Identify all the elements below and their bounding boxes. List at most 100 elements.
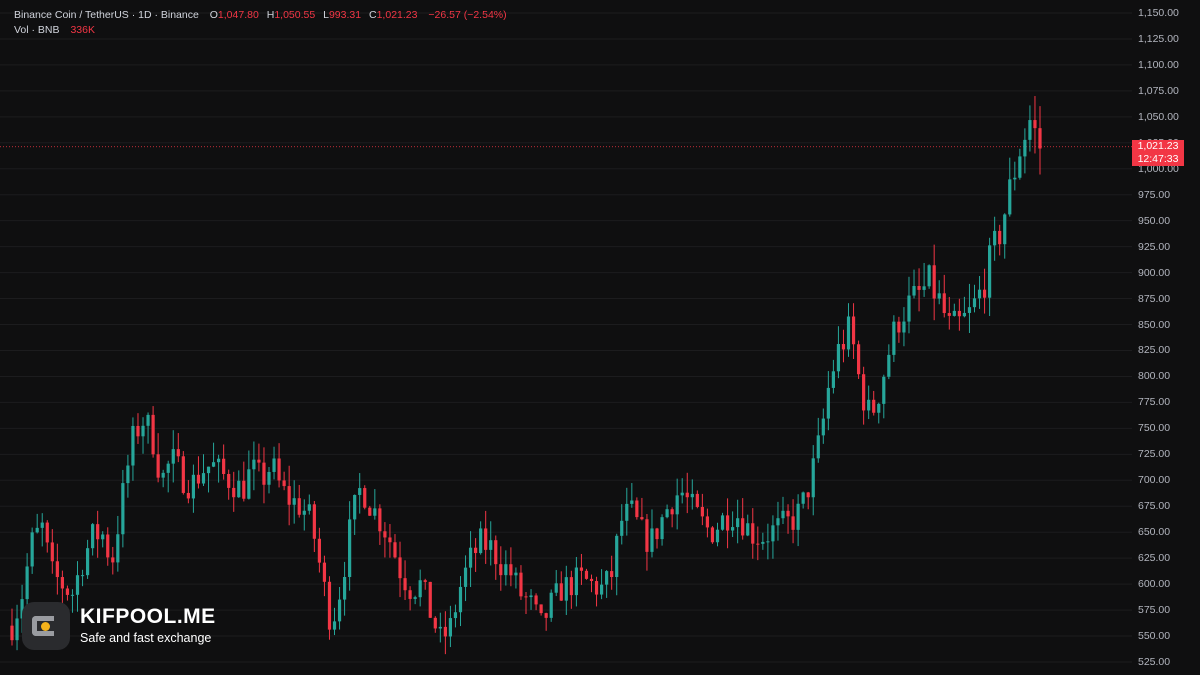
candle-down <box>635 500 639 518</box>
candle-up <box>458 586 463 613</box>
candle-up <box>952 310 956 316</box>
candle-up <box>438 626 442 629</box>
candle-up <box>272 458 276 472</box>
candlestick-chart[interactable] <box>0 0 1132 675</box>
price-tick-label: 575.00 <box>1138 604 1171 617</box>
candle-up <box>514 572 518 576</box>
candle-up <box>1008 179 1012 215</box>
candle-down <box>584 570 589 579</box>
candle-up <box>776 518 780 526</box>
candle-down <box>957 310 961 317</box>
candle-down <box>741 518 745 536</box>
candle-up <box>675 495 679 515</box>
candle-down <box>579 567 584 571</box>
candle-up <box>781 510 785 519</box>
candle-down <box>50 542 54 562</box>
candle-up <box>796 503 800 530</box>
candle-up <box>887 354 891 377</box>
candle-down <box>897 321 901 333</box>
candle-countdown-badge: 12:47:33 <box>1132 152 1184 166</box>
candle-down <box>443 626 447 637</box>
candle-up <box>731 527 735 531</box>
candle-down <box>297 498 301 515</box>
candle-up <box>877 403 881 413</box>
candle-up <box>549 592 553 618</box>
candle-up <box>605 571 609 585</box>
candle-down <box>539 604 543 614</box>
ohlc-row: Binance Coin / TetherUS · 1D · Binance O… <box>14 8 507 23</box>
candle-up <box>358 488 362 495</box>
candle-up <box>680 492 684 496</box>
candle-up <box>993 230 997 246</box>
candle-up <box>121 483 125 535</box>
symbol-title[interactable]: Binance Coin / TetherUS · 1D · Binance <box>14 9 199 21</box>
candle-down <box>756 543 760 545</box>
candle-down <box>509 564 513 576</box>
candle-down <box>317 538 321 563</box>
candle-down <box>1038 128 1042 149</box>
price-axis[interactable]: 525.00 550.00 575.00 600.00 625.00 650.00 675.… <box>1132 0 1200 675</box>
candle-up <box>267 471 271 485</box>
candle-up <box>171 449 175 464</box>
high-label: H <box>266 9 275 21</box>
candle-down <box>519 572 523 597</box>
price-tick-label: 1,100.00 <box>1138 58 1179 71</box>
price-tick-label: 975.00 <box>1138 188 1171 201</box>
price-tick-label: 850.00 <box>1138 318 1171 331</box>
candle-down <box>640 517 644 520</box>
candle-down <box>262 462 266 485</box>
candles <box>10 96 1042 655</box>
candle-up <box>252 459 256 470</box>
low-label: L <box>323 9 329 21</box>
candle-down <box>222 458 226 475</box>
candle-up <box>690 493 694 498</box>
candle-up <box>892 321 896 355</box>
candle-down <box>232 487 236 498</box>
candle-up <box>720 515 725 530</box>
open-value: 1,047.80 <box>217 9 259 21</box>
candle-down <box>408 590 412 599</box>
candle-up <box>30 532 34 567</box>
candle-down <box>196 474 201 484</box>
candle-up <box>413 597 417 599</box>
chart-grid <box>0 12 1132 663</box>
candle-up <box>937 293 941 299</box>
volume-label[interactable]: Vol · BNB <box>14 24 60 36</box>
candle-up <box>650 528 654 552</box>
candle-up <box>882 376 886 404</box>
candle-down <box>136 425 140 437</box>
price-tick-label: 925.00 <box>1138 240 1171 253</box>
price-tick-label: 900.00 <box>1138 266 1171 279</box>
candle-up <box>620 520 624 536</box>
open-label: O <box>209 9 218 21</box>
candle-up <box>211 462 216 467</box>
candle-up <box>15 618 19 641</box>
candle-up <box>927 265 931 287</box>
price-tick-label: 825.00 <box>1138 344 1171 357</box>
candle-up <box>126 465 130 484</box>
price-tick-label: 775.00 <box>1138 396 1171 409</box>
candle-down <box>932 265 936 299</box>
candle-down <box>257 459 261 463</box>
candle-down <box>96 524 100 540</box>
candle-up <box>826 387 830 419</box>
price-tick-label: 550.00 <box>1138 630 1171 643</box>
candle-up <box>1018 156 1022 178</box>
candle-up <box>630 500 634 504</box>
candle-down <box>947 313 951 316</box>
candle-up <box>468 547 473 568</box>
candle-up <box>912 286 916 296</box>
candle-up <box>1013 177 1017 180</box>
candle-down <box>791 516 795 530</box>
price-tick-label: 650.00 <box>1138 526 1171 539</box>
chart-legend: Binance Coin / TetherUS · 1D · Binance O… <box>14 8 507 38</box>
candle-up <box>564 577 568 601</box>
candle-up <box>161 472 165 478</box>
candle-down <box>65 588 70 595</box>
candle-up <box>801 492 805 504</box>
candle-down <box>589 578 594 582</box>
candle-up <box>25 566 29 600</box>
candle-down <box>484 528 488 550</box>
candle-down <box>851 316 856 345</box>
candle-down <box>544 613 548 618</box>
